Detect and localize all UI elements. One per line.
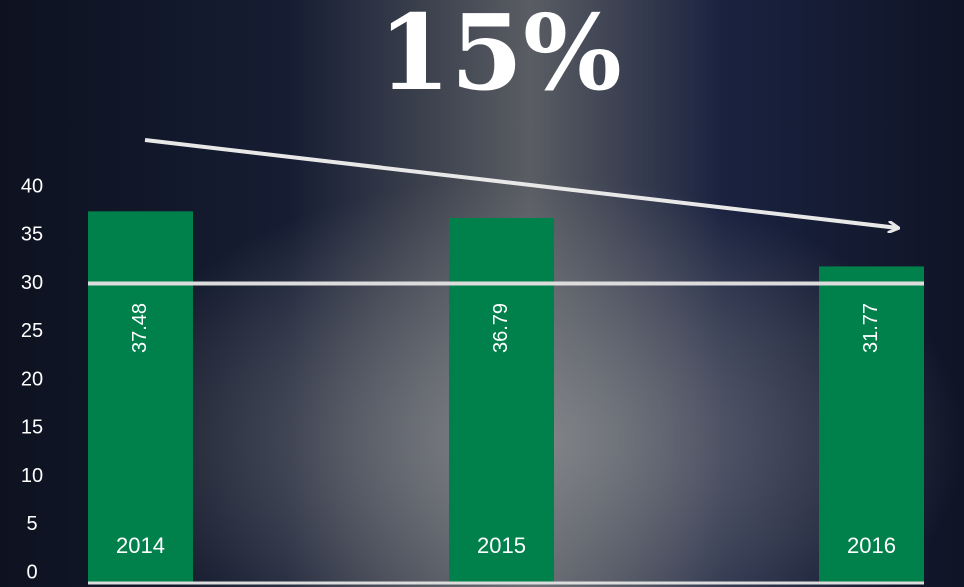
x-tick-label: 2014: [116, 533, 165, 558]
y-tick-label: 20: [21, 368, 43, 390]
y-tick-label: 5: [26, 513, 37, 535]
y-tick-label: 25: [21, 320, 43, 342]
y-tick-label: 15: [21, 417, 43, 439]
x-tick-label: 2016: [847, 533, 896, 558]
y-tick-label: 35: [21, 224, 43, 246]
bar: [819, 266, 924, 583]
value-label: 37.48: [129, 303, 151, 353]
trend-arrow: [144, 138, 898, 228]
y-tick-label: 0: [26, 561, 37, 583]
y-tick-label: 10: [21, 465, 43, 487]
bar: [449, 217, 554, 583]
x-tick-label: 2015: [477, 533, 526, 558]
bar: [88, 211, 193, 583]
y-tick-label: 40: [21, 175, 43, 197]
value-label: 36.79: [490, 303, 512, 353]
y-tick-label: 30: [21, 272, 43, 294]
chart-title: 15%: [378, 0, 622, 114]
value-label: 31.77: [860, 303, 882, 353]
